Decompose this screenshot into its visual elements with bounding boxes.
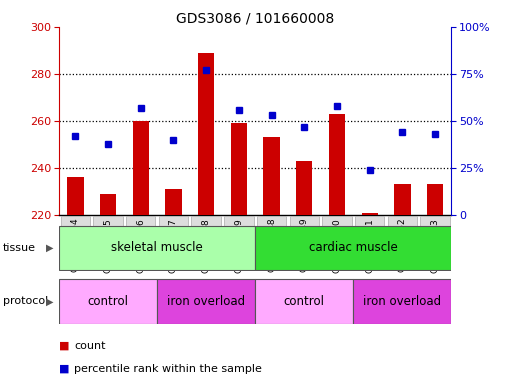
FancyBboxPatch shape [255,279,353,324]
FancyBboxPatch shape [289,215,319,270]
Text: GSM245356: GSM245356 [136,218,145,273]
Text: GSM245352: GSM245352 [398,218,407,273]
Bar [231,123,247,215]
Text: cardiac muscle: cardiac muscle [309,241,398,254]
Text: control: control [88,295,129,308]
FancyBboxPatch shape [255,225,451,270]
Bar [362,213,378,215]
Text: iron overload: iron overload [167,295,245,308]
Bar [394,184,410,215]
FancyBboxPatch shape [355,215,384,270]
Text: GSM245349: GSM245349 [300,218,309,273]
Text: count: count [74,341,106,351]
Text: GSM245348: GSM245348 [267,218,276,273]
Bar [198,53,214,215]
FancyBboxPatch shape [224,215,253,270]
FancyBboxPatch shape [191,215,221,270]
Text: GSM245353: GSM245353 [430,218,440,273]
Text: ▶: ▶ [46,296,54,306]
Text: GSM245357: GSM245357 [169,218,178,273]
Text: GSM245358: GSM245358 [202,218,211,273]
FancyBboxPatch shape [420,215,450,270]
Bar [132,121,149,215]
Bar [67,177,84,215]
Text: percentile rank within the sample: percentile rank within the sample [74,364,262,374]
Text: ■: ■ [59,341,69,351]
FancyBboxPatch shape [388,215,417,270]
FancyBboxPatch shape [61,215,90,270]
FancyBboxPatch shape [322,215,352,270]
Text: skeletal muscle: skeletal muscle [111,241,203,254]
Bar [329,114,345,215]
FancyBboxPatch shape [126,215,155,270]
Text: ▶: ▶ [46,243,54,253]
Text: GSM245354: GSM245354 [71,218,80,273]
Text: protocol: protocol [3,296,48,306]
Text: GSM245359: GSM245359 [234,218,243,273]
Bar [165,189,182,215]
FancyBboxPatch shape [257,215,286,270]
Bar [427,184,443,215]
FancyBboxPatch shape [157,279,255,324]
FancyBboxPatch shape [59,225,255,270]
FancyBboxPatch shape [159,215,188,270]
Bar [296,161,312,215]
FancyBboxPatch shape [59,279,157,324]
Text: tissue: tissue [3,243,35,253]
Text: GSM245355: GSM245355 [104,218,112,273]
Text: GSM245350: GSM245350 [332,218,342,273]
Bar [263,137,280,215]
Text: control: control [284,295,325,308]
Title: GDS3086 / 101660008: GDS3086 / 101660008 [176,12,334,26]
Text: iron overload: iron overload [363,295,442,308]
Text: GSM245351: GSM245351 [365,218,374,273]
FancyBboxPatch shape [353,279,451,324]
FancyBboxPatch shape [93,215,123,270]
Text: ■: ■ [59,364,69,374]
Bar [100,194,116,215]
